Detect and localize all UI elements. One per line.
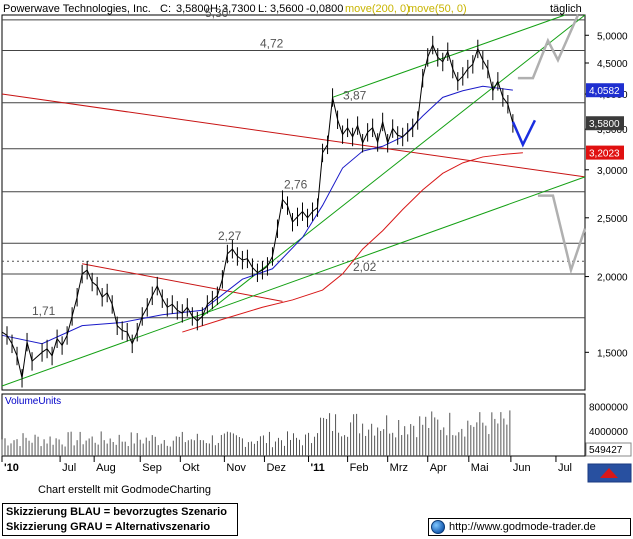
x-tick-label: '10: [4, 462, 19, 474]
price-tag-box: [586, 83, 624, 98]
price-axis: 5,00004,50004,00003,50003,00002,50002,00…: [585, 31, 628, 359]
close-value: 3,5800: [176, 3, 210, 15]
scenario-sketches: [511, 14, 587, 275]
price-tag-value: 3,2023: [589, 149, 620, 160]
horizontal-levels: [2, 19, 585, 319]
level-label: 2,27: [218, 229, 242, 243]
low-value: 3,5600: [270, 3, 304, 15]
volume-tick-label: 8000000: [589, 402, 628, 413]
x-tick-label: Aug: [96, 462, 116, 474]
scenario-grey-up-sketch: [517, 14, 580, 80]
y-tick-label: 4,5000: [597, 59, 628, 70]
resistance-trendline-short: [82, 263, 283, 302]
scenario-grey-down-sketch: [537, 194, 587, 275]
volume-tick-label: 4000000: [589, 427, 628, 438]
x-tick-label: Jul: [62, 462, 76, 474]
ma50-legend: move(50, 0): [408, 3, 467, 15]
ma50-line: [1, 85, 513, 345]
x-tick-label: '11: [311, 462, 325, 474]
website-link[interactable]: http://www.godmode-trader.de: [428, 518, 631, 536]
low-label: L:: [258, 3, 267, 15]
x-tick-label: Sep: [142, 462, 162, 474]
globe-icon: [431, 520, 445, 534]
x-tick-label: Jun: [513, 462, 531, 474]
volume-last-box: [585, 442, 632, 457]
price-tag-box: [586, 145, 624, 160]
x-tick-label: Mrz: [390, 462, 408, 474]
change-value: -0,0800: [306, 3, 343, 15]
scenario-blue-sketch: [511, 119, 537, 148]
price-tags: 4,0582 3,5800 3,2023: [586, 83, 624, 160]
scroll-up-icon[interactable]: [600, 468, 618, 478]
ma200-legend: move(200, 0): [345, 3, 410, 15]
price-tag-value: 3,5800: [589, 119, 620, 130]
high-value: 3,7300: [222, 3, 256, 15]
level-label: 3,87: [343, 89, 367, 103]
level-label: 2,76: [284, 178, 308, 192]
x-tick-label: Nov: [226, 462, 246, 474]
y-tick-label: 2,0000: [597, 273, 628, 284]
scenario-legend: Skizzierung BLAU = bevorzugtes Szenario …: [2, 503, 238, 536]
x-tick-label: Dez: [266, 462, 286, 474]
x-tick-label: Feb: [350, 462, 369, 474]
website-url[interactable]: http://www.godmode-trader.de: [449, 521, 596, 533]
trendlines: [1, 14, 586, 387]
close-label: C:: [160, 3, 171, 15]
volume-label: VolumeUnits: [5, 396, 61, 407]
high-label: H:: [210, 3, 221, 15]
x-tick-label: Apr: [430, 462, 447, 474]
date-axis: '10 Jul Aug Sep Okt Nov Dez '11 Feb Mrz Apr Mai Jun J…: [1, 456, 572, 474]
x-tick-label: Jul: [558, 462, 572, 474]
y-tick-label: 5,0000: [597, 31, 628, 42]
price-tag-box: [586, 116, 624, 131]
level-label: 2,02: [353, 260, 377, 274]
volume-axis: 8000000 4000000 549427: [585, 402, 632, 457]
price-series: [1, 35, 514, 388]
x-tick-label: Okt: [182, 462, 199, 474]
note-grey: Skizzierung GRAU = Alternativszenario: [6, 521, 211, 533]
resistance-trendline-long: [1, 93, 586, 178]
y-tick-label: 2,5000: [597, 214, 628, 225]
level-labels: 5,30 4,72 3,87 2,76 2,27 2,02 1,71: [32, 6, 377, 318]
moving-averages: [1, 85, 523, 345]
y-tick-label: 1,5000: [597, 348, 628, 359]
volume-bars: [1, 410, 511, 456]
price-line: [1, 43, 514, 379]
level-label: 4,72: [260, 36, 284, 50]
price-tag-value: 4,0582: [589, 86, 620, 97]
y-tick-label: 3,5000: [597, 125, 628, 136]
support-trendline-long: [1, 176, 586, 387]
note-blue: Skizzierung BLAU = bevorzugtes Szenario: [6, 506, 227, 518]
volume-last-value: 549427: [589, 445, 623, 456]
price-panel: [1, 14, 586, 391]
chart-credit: Chart erstellt mit GodmodeCharting: [38, 484, 212, 496]
ma200-line: [182, 152, 523, 333]
stock-title: Powerwave Technologies, Inc.: [3, 3, 151, 15]
period-label: täglich: [550, 3, 582, 15]
support-trendline-steep: [202, 14, 586, 317]
y-tick-label: 3,0000: [597, 166, 628, 177]
x-tick-label: Mai: [471, 462, 489, 474]
level-label: 1,71: [32, 304, 56, 318]
level-label: 5,30: [205, 6, 229, 20]
